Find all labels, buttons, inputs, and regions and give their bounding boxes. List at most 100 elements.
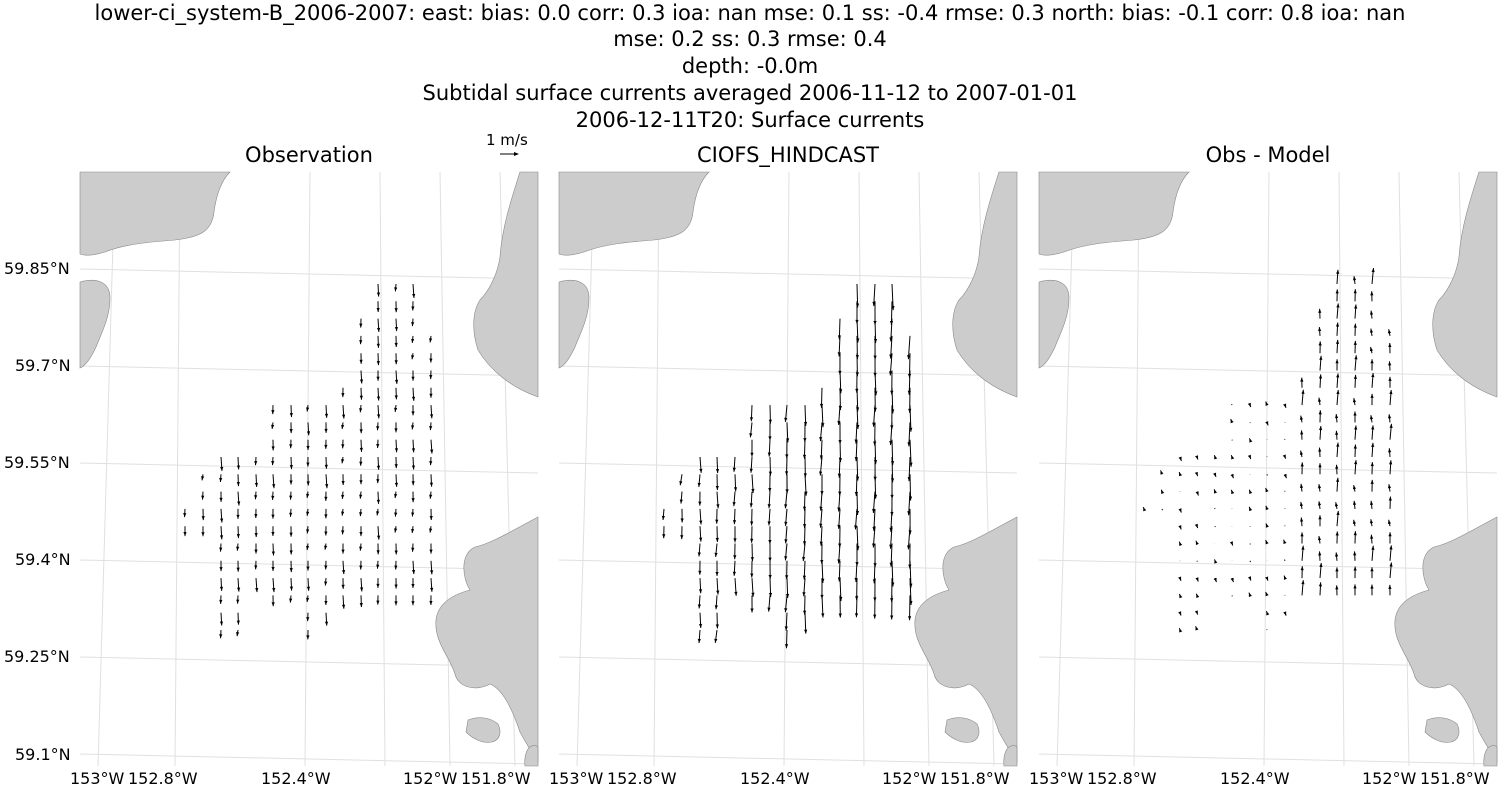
current-arrowhead [1369,328,1374,333]
current-arrowhead [411,322,415,327]
current-arrowhead [749,417,754,422]
current-arrowhead [679,481,683,486]
panel-model [558,171,1018,767]
current-arrowhead [429,515,433,521]
current-arrowhead [306,481,310,486]
current-arrowhead [1300,566,1304,571]
current-arrowhead [376,465,381,470]
current-arrowhead [1195,455,1199,460]
current-arrowhead [768,557,772,562]
current-arrowhead [837,420,841,426]
current-arrow [909,439,912,467]
current-arrowhead [254,482,259,487]
current-arrowhead [1213,577,1217,583]
current-arrowhead [341,530,345,535]
current-arrowhead [1354,304,1358,309]
current-arrowhead [236,514,240,519]
current-arrow [874,474,877,499]
current-arrowhead [1335,567,1339,572]
quiver-key-arrow [500,152,519,156]
current-arrowhead [324,565,328,570]
current-arrowhead [1388,342,1392,348]
current-arrowhead [1283,575,1287,580]
current-arrowhead [394,482,399,487]
current-arrowhead [819,523,823,528]
lon-tick-label: 152.8°W [128,769,198,788]
current-arrowhead [1335,531,1339,536]
current-arrowhead [376,327,381,332]
current-arrowhead [751,592,755,597]
current-arrowhead [714,605,718,610]
current-arrowhead [1195,626,1199,631]
current-arrowhead [376,396,381,401]
current-arrowhead [429,426,433,431]
current-arrowhead [411,425,415,430]
current-arrowhead [716,504,720,509]
current-arrowhead [271,551,275,556]
current-arrowhead [289,429,293,434]
current-arrowhead [1389,562,1393,567]
current-arrowhead [411,512,415,517]
current-arrowhead [873,460,878,465]
current-arrowhead [1231,489,1235,495]
current-arrowhead [1249,506,1253,512]
current-arrowhead [1301,389,1305,394]
panel-title-observation: Observation [245,143,373,167]
current-arrowhead [873,339,878,344]
current-arrowhead [271,461,275,466]
current-arrowhead [1179,593,1183,599]
current-arrowhead [306,635,310,640]
current-arrowhead [1319,355,1323,360]
current-arrowhead [1388,448,1392,453]
current-arrowhead [784,626,788,631]
current-arrowhead [341,424,345,430]
current-arrowhead [236,534,240,539]
current-arrowhead [236,546,240,551]
current-arrowhead [1318,551,1322,556]
lon-tick-label: 151.8°W [1420,769,1490,788]
lon-tick-label: 152.4°W [1220,769,1290,788]
current-arrowhead [271,495,275,500]
current-arrowhead [1301,580,1305,585]
lat-tick-label: 59.55°N [4,453,70,472]
current-arrowhead [838,613,842,618]
current-arrowhead [1317,536,1322,541]
current-arrowhead [1317,397,1322,402]
current-arrowhead [1353,566,1357,571]
current-arrowhead [1318,447,1322,452]
current-arrowhead [376,583,380,588]
current-arrowhead [1352,519,1357,525]
current-arrowhead [359,379,364,384]
current-arrowhead [430,449,434,454]
current-arrowhead [1352,276,1357,281]
current-arrowhead [802,454,807,459]
current-arrowhead [359,546,363,551]
current-arrowhead [237,587,241,592]
current-arrowhead [750,538,754,543]
current-arrowhead [1318,515,1322,520]
current-arrowhead [837,473,841,478]
current-arrowhead [183,513,187,518]
current-arrowhead [359,340,363,345]
current-arrowhead [750,557,754,562]
current-arrowhead [429,549,433,554]
current-arrowhead [733,555,737,560]
current-arrowhead [306,566,310,571]
current-arrowhead [411,584,415,589]
current-arrowhead [201,532,205,537]
current-arrowhead [715,485,719,491]
current-arrowhead [1318,308,1322,313]
current-arrowhead [289,512,293,517]
current-arrowhead [271,531,275,537]
current-arrowhead [376,511,380,516]
current-arrowhead [1336,303,1340,308]
current-arrowhead [732,502,736,507]
current-arrowhead [219,599,223,604]
current-arrowhead [819,471,823,476]
current-arrowhead [1389,460,1393,465]
current-arrowhead [1265,505,1269,511]
current-arrowhead [306,529,310,534]
current-arrowhead [341,584,345,589]
current-arrowhead [1318,341,1322,346]
current-arrowhead [1370,462,1374,467]
